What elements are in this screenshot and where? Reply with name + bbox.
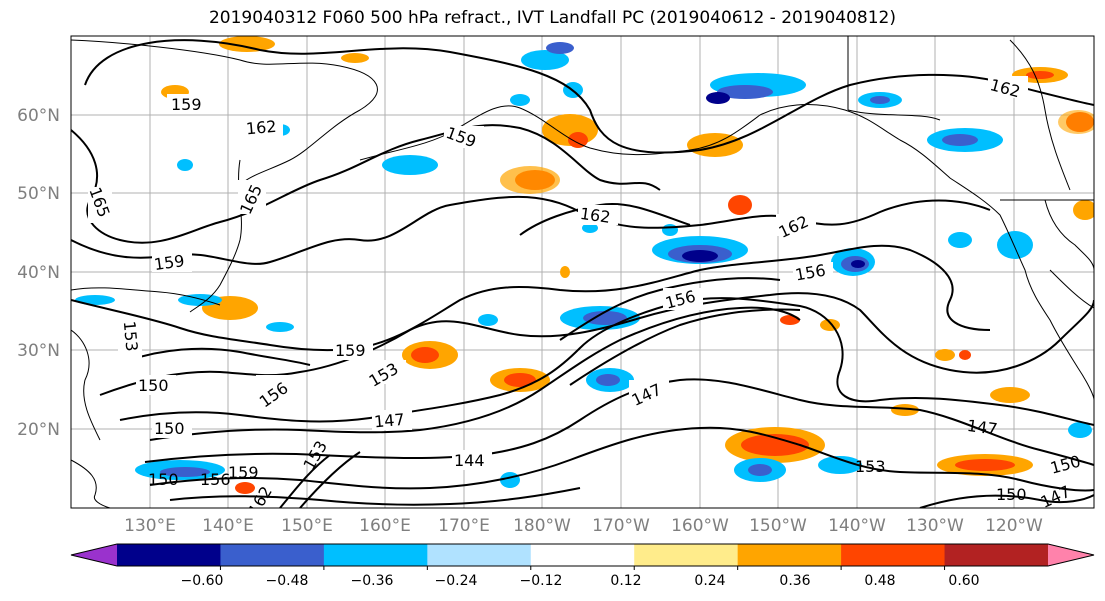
colorbar-cell xyxy=(944,544,1049,566)
lon-label: 140°W xyxy=(828,516,886,536)
colorbar-extend-high xyxy=(1048,544,1094,566)
lat-label-20n: 20°N xyxy=(17,420,60,440)
colorbar-tick-label: −0.36 xyxy=(351,573,394,589)
contour-label: 147 xyxy=(966,416,999,439)
lon-label: 120°W xyxy=(985,516,1043,536)
contour-label: 162 xyxy=(245,117,277,139)
lon-label: 150°W xyxy=(749,516,807,536)
contour-label: 150 xyxy=(138,376,169,395)
lon-label: 170°E xyxy=(438,516,490,536)
lon-label: 180°W xyxy=(513,516,571,536)
colorbar-cell xyxy=(323,544,428,566)
colorbar-ticks xyxy=(219,566,946,570)
colorbar-cell xyxy=(220,544,325,566)
colorbar: −0.60 −0.48 −0.36 −0.24 −0.12 0.12 0.24 … xyxy=(70,543,1095,589)
pc-shading xyxy=(75,36,1094,494)
contour-label: 150 xyxy=(996,485,1027,504)
lat-label-50n: 50°N xyxy=(17,184,60,204)
colorbar-tick-label: 0.36 xyxy=(779,573,810,589)
latitude-labels: 60°N 50°N 40°N 30°N 20°N xyxy=(17,106,60,440)
colorbar-tick-label: −0.48 xyxy=(266,573,309,589)
colorbar-tick-label: 0.48 xyxy=(864,573,895,589)
contour-label: 153 xyxy=(120,320,142,352)
colorbar-tick-label: 0.12 xyxy=(610,573,641,589)
contour-labels: 159 162 165 165 159 162 162 162 159 156 … xyxy=(85,75,1082,508)
lon-label: 150°E xyxy=(281,516,333,536)
colorbar-extend-low xyxy=(71,544,117,566)
colorbar-cell xyxy=(634,544,739,566)
lat-label-40n: 40°N xyxy=(17,263,60,283)
colorbar-tick-label: −0.24 xyxy=(435,573,478,589)
map-frame xyxy=(70,35,1095,509)
colorbar-tick-label: 0.60 xyxy=(948,573,979,589)
lon-label: 130°E xyxy=(124,516,176,536)
contour-label: 150 xyxy=(148,470,179,489)
map-title: 2019040312 F060 500 hPa refract., IVT La… xyxy=(208,8,896,28)
colorbar-tick-label: −0.60 xyxy=(181,573,224,589)
lon-label: 160°E xyxy=(359,516,411,536)
colorbar-cells xyxy=(71,544,1094,566)
contour-label: 159 xyxy=(228,463,259,482)
colorbar-cell xyxy=(530,544,635,566)
contour-label: 150 xyxy=(154,419,185,438)
colorbar-tick-label: 0.24 xyxy=(694,573,725,589)
contour-label: 156 xyxy=(200,470,231,489)
lon-label: 160°W xyxy=(671,516,729,536)
lon-label: 170°W xyxy=(592,516,650,536)
colorbar-cell xyxy=(427,544,532,566)
contour-label: 159 xyxy=(171,95,202,114)
longitude-labels: 130°E 140°E 150°E 160°E 170°E 180°W 170°… xyxy=(124,516,1043,536)
colorbar-outline xyxy=(70,543,1095,567)
contour-label: 159 xyxy=(153,251,186,274)
lon-label: 130°W xyxy=(906,516,964,536)
lon-label: 140°E xyxy=(202,516,254,536)
contour-label: 144 xyxy=(454,451,485,470)
colorbar-cell xyxy=(737,544,842,566)
colorbar-cell xyxy=(117,544,221,566)
colorbar-tick-labels: −0.60 −0.48 −0.36 −0.24 −0.12 0.12 0.24 … xyxy=(181,573,980,589)
contour-label: 159 xyxy=(335,341,366,360)
lat-label-30n: 30°N xyxy=(17,341,60,361)
lat-label-60n: 60°N xyxy=(17,106,60,126)
colorbar-tick-label: −0.12 xyxy=(520,573,563,589)
contour-label: 153 xyxy=(855,457,886,476)
colorbar-cell xyxy=(841,544,946,566)
contour-label: 162 xyxy=(579,204,612,227)
coastlines xyxy=(71,36,1094,508)
contour-label: 147 xyxy=(373,410,405,432)
